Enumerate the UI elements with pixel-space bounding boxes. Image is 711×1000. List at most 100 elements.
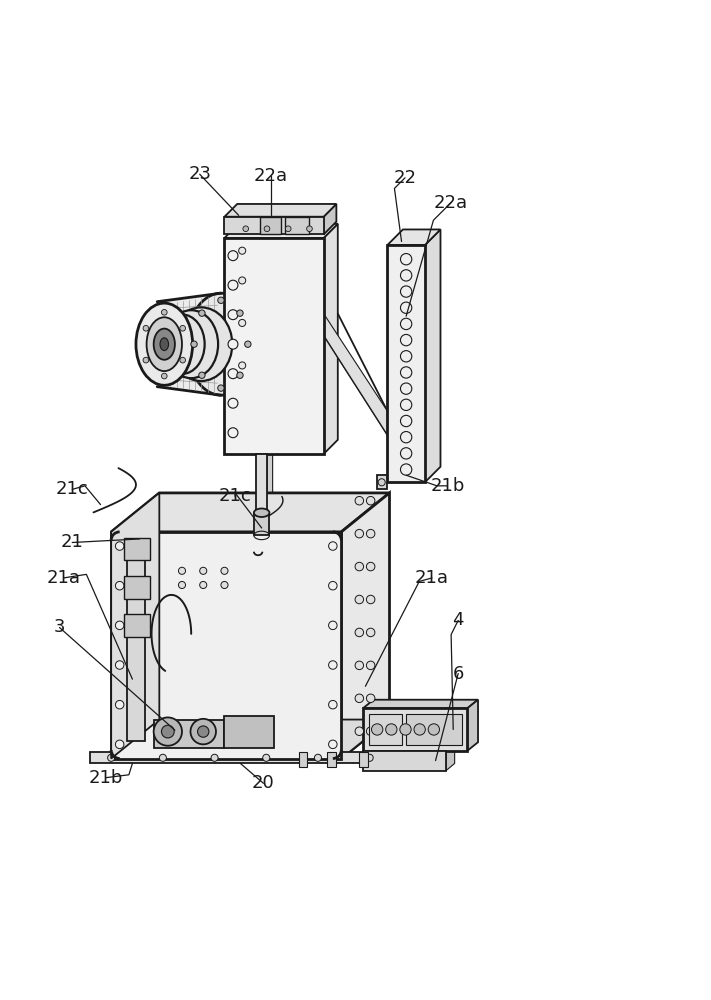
Circle shape <box>221 567 228 574</box>
Polygon shape <box>225 217 324 234</box>
Circle shape <box>243 226 249 232</box>
Circle shape <box>228 369 238 379</box>
Circle shape <box>400 383 412 394</box>
Text: 21b: 21b <box>89 769 124 787</box>
Circle shape <box>400 270 412 281</box>
Polygon shape <box>377 475 387 489</box>
Circle shape <box>237 372 243 378</box>
Polygon shape <box>124 538 150 560</box>
Circle shape <box>355 562 363 571</box>
Circle shape <box>200 567 207 574</box>
Polygon shape <box>425 229 441 482</box>
Text: 22a: 22a <box>434 194 468 212</box>
Circle shape <box>328 661 337 669</box>
Polygon shape <box>157 293 221 395</box>
Circle shape <box>306 226 312 232</box>
Circle shape <box>218 297 224 303</box>
Circle shape <box>218 385 224 391</box>
Circle shape <box>154 717 182 746</box>
Polygon shape <box>111 720 390 759</box>
Circle shape <box>355 595 363 604</box>
Circle shape <box>211 754 218 761</box>
Circle shape <box>228 428 238 438</box>
Polygon shape <box>255 513 269 535</box>
Text: 6: 6 <box>452 665 464 683</box>
Circle shape <box>355 529 363 538</box>
Ellipse shape <box>254 508 269 517</box>
Circle shape <box>400 286 412 297</box>
Circle shape <box>143 325 149 331</box>
Circle shape <box>264 226 269 232</box>
Circle shape <box>428 724 439 735</box>
Polygon shape <box>387 245 425 482</box>
Circle shape <box>178 581 186 589</box>
Text: 20: 20 <box>252 774 275 792</box>
Text: 22: 22 <box>394 169 417 187</box>
Polygon shape <box>363 708 467 751</box>
Circle shape <box>228 251 238 261</box>
Polygon shape <box>111 493 159 759</box>
Circle shape <box>385 724 397 735</box>
Circle shape <box>198 310 205 316</box>
Circle shape <box>161 373 167 379</box>
Ellipse shape <box>170 307 232 381</box>
Text: 21a: 21a <box>47 569 81 587</box>
Polygon shape <box>359 752 368 767</box>
Circle shape <box>328 542 337 550</box>
Circle shape <box>400 448 412 459</box>
Circle shape <box>400 367 412 378</box>
Circle shape <box>355 694 363 703</box>
Circle shape <box>366 529 375 538</box>
Polygon shape <box>467 700 478 751</box>
Circle shape <box>115 621 124 630</box>
Circle shape <box>328 581 337 590</box>
Ellipse shape <box>187 293 255 395</box>
Polygon shape <box>90 752 391 763</box>
Polygon shape <box>225 238 324 454</box>
Polygon shape <box>111 493 390 532</box>
Circle shape <box>366 694 375 703</box>
Circle shape <box>198 726 209 737</box>
Circle shape <box>198 372 205 378</box>
Polygon shape <box>446 744 454 771</box>
Polygon shape <box>127 546 145 741</box>
Circle shape <box>366 754 373 761</box>
Circle shape <box>107 754 114 761</box>
Circle shape <box>285 226 291 232</box>
Text: 21c: 21c <box>219 487 252 505</box>
Text: 22a: 22a <box>253 167 287 185</box>
Ellipse shape <box>164 310 218 378</box>
Circle shape <box>400 351 412 362</box>
Circle shape <box>366 595 375 604</box>
Circle shape <box>400 254 412 265</box>
Circle shape <box>161 725 174 738</box>
Circle shape <box>221 581 228 589</box>
Circle shape <box>115 661 124 669</box>
Circle shape <box>180 357 186 363</box>
Circle shape <box>200 581 207 589</box>
Polygon shape <box>391 741 405 763</box>
Polygon shape <box>111 532 341 759</box>
Circle shape <box>400 464 412 475</box>
Circle shape <box>400 724 411 735</box>
Polygon shape <box>257 454 267 535</box>
Polygon shape <box>124 576 150 599</box>
Polygon shape <box>327 752 336 767</box>
Circle shape <box>239 277 246 284</box>
Circle shape <box>314 754 321 761</box>
Polygon shape <box>284 217 309 234</box>
Polygon shape <box>387 229 441 245</box>
Ellipse shape <box>146 317 182 371</box>
Polygon shape <box>225 716 274 748</box>
Circle shape <box>239 362 246 369</box>
Circle shape <box>239 247 246 254</box>
Polygon shape <box>405 714 461 745</box>
Circle shape <box>366 661 375 670</box>
Circle shape <box>355 496 363 505</box>
Text: 23: 23 <box>188 165 211 183</box>
Circle shape <box>355 661 363 670</box>
Circle shape <box>245 341 251 347</box>
Circle shape <box>328 700 337 709</box>
Circle shape <box>115 542 124 550</box>
Polygon shape <box>267 448 272 535</box>
